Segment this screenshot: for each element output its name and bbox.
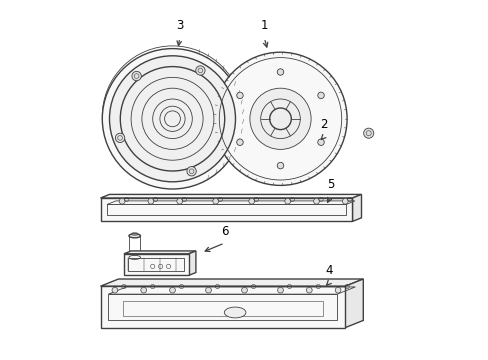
Ellipse shape [313, 198, 319, 204]
Polygon shape [123, 254, 188, 275]
Polygon shape [188, 251, 196, 275]
Ellipse shape [119, 198, 125, 204]
Text: 4: 4 [325, 264, 332, 277]
Ellipse shape [284, 198, 290, 204]
Ellipse shape [236, 139, 243, 145]
Polygon shape [123, 251, 196, 254]
Ellipse shape [177, 198, 182, 204]
Polygon shape [101, 279, 363, 286]
Polygon shape [101, 194, 361, 198]
Ellipse shape [213, 52, 346, 185]
Polygon shape [352, 194, 361, 221]
Ellipse shape [141, 287, 146, 293]
Ellipse shape [306, 287, 311, 293]
Ellipse shape [317, 139, 324, 145]
Ellipse shape [317, 92, 324, 99]
Ellipse shape [169, 287, 175, 293]
Text: 5: 5 [326, 178, 334, 191]
Ellipse shape [115, 133, 124, 143]
Polygon shape [107, 204, 346, 215]
Text: 3: 3 [176, 19, 183, 32]
Text: 1: 1 [260, 19, 267, 32]
Ellipse shape [102, 49, 242, 189]
Ellipse shape [195, 66, 204, 75]
Text: 6: 6 [221, 225, 228, 238]
Ellipse shape [363, 128, 373, 138]
Polygon shape [101, 198, 352, 221]
Ellipse shape [236, 92, 243, 99]
Ellipse shape [205, 287, 211, 293]
Ellipse shape [109, 56, 235, 182]
Ellipse shape [248, 198, 254, 204]
Ellipse shape [224, 307, 245, 318]
Polygon shape [345, 279, 363, 328]
Ellipse shape [212, 198, 218, 204]
Text: 2: 2 [319, 118, 327, 131]
Ellipse shape [186, 167, 196, 176]
Ellipse shape [335, 287, 340, 293]
Polygon shape [101, 286, 345, 328]
Ellipse shape [277, 162, 283, 169]
Ellipse shape [241, 287, 247, 293]
Ellipse shape [132, 71, 141, 81]
Ellipse shape [129, 234, 140, 238]
Ellipse shape [342, 198, 347, 204]
Ellipse shape [112, 287, 118, 293]
Ellipse shape [277, 69, 283, 75]
Ellipse shape [277, 287, 283, 293]
Ellipse shape [249, 88, 310, 149]
Ellipse shape [148, 198, 153, 204]
Polygon shape [107, 201, 354, 204]
